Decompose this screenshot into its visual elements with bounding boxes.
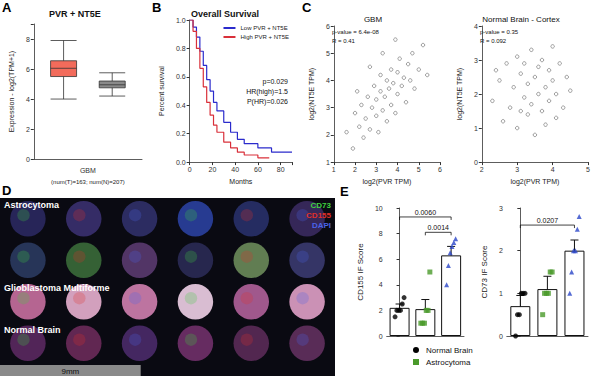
svg-text:log2(NT5E TPM): log2(NT5E TPM) — [456, 68, 464, 120]
html-text:Normal Brain: Normal Brain — [426, 345, 473, 355]
svg-text:1: 1 — [326, 159, 330, 166]
svg-text:0: 0 — [499, 333, 503, 340]
svg-text:0.0014: 0.0014 — [428, 224, 450, 231]
svg-text:HR(high)=1.5: HR(high)=1.5 — [246, 88, 288, 96]
svg-text:6: 6 — [326, 23, 330, 30]
svg-text:4: 4 — [379, 281, 383, 288]
svg-text:Normal Brain - Cortex: Normal Brain - Cortex — [482, 15, 559, 24]
svg-text:DAPI: DAPI — [312, 221, 331, 230]
svg-text:1.0: 1.0 — [176, 17, 186, 24]
svg-text:3: 3 — [374, 166, 378, 173]
svg-text:0.0060: 0.0060 — [415, 209, 437, 216]
svg-text:4: 4 — [326, 77, 330, 84]
svg-text:4: 4 — [474, 23, 478, 30]
svg-text:20: 20 — [208, 166, 216, 173]
html-text:Astrocytoma: Astrocytoma — [426, 357, 471, 367]
svg-text:80: 80 — [277, 166, 285, 173]
svg-text:0.4: 0.4 — [176, 102, 186, 109]
svg-text:4: 4 — [26, 96, 30, 103]
svg-text:Glioblastoma Multiforme: Glioblastoma Multiforme — [4, 283, 110, 293]
svg-text:Overall Survival: Overall Survival — [191, 9, 259, 19]
svg-text:R = 0.41: R = 0.41 — [332, 38, 356, 44]
svg-text:GBM: GBM — [80, 167, 96, 174]
html-text:A: A — [2, 0, 12, 15]
svg-text:log2(NT5E TPM): log2(NT5E TPM) — [308, 68, 316, 120]
svg-text:1: 1 — [332, 166, 336, 173]
svg-text:5: 5 — [417, 166, 421, 173]
svg-text:CD73: CD73 — [311, 201, 332, 210]
html-text:B: B — [152, 0, 162, 15]
svg-text:0.6: 0.6 — [176, 73, 186, 80]
svg-text:0: 0 — [188, 166, 192, 173]
svg-text:PVR + NT5E: PVR + NT5E — [49, 9, 101, 19]
svg-text:P(HR)=0.026: P(HR)=0.026 — [247, 98, 288, 106]
svg-text:1: 1 — [499, 290, 503, 297]
svg-text:8: 8 — [26, 36, 30, 43]
svg-text:2: 2 — [499, 247, 503, 254]
svg-text:(num(T)=163; num(N)=207): (num(T)=163; num(N)=207) — [51, 179, 125, 185]
svg-text:0.8: 0.8 — [176, 45, 186, 52]
svg-text:6: 6 — [438, 166, 442, 173]
svg-text:8: 8 — [379, 230, 383, 237]
svg-text:5: 5 — [586, 166, 590, 173]
svg-text:Normal Brain: Normal Brain — [4, 325, 61, 335]
svg-text:2: 2 — [474, 91, 478, 98]
html-text:C: C — [302, 0, 312, 15]
svg-text:p=0.029: p=0.029 — [263, 78, 289, 86]
svg-text:6: 6 — [379, 256, 383, 263]
svg-text:Expression - log2(TPM+1): Expression - log2(TPM+1) — [8, 51, 16, 133]
svg-text:2: 2 — [353, 166, 357, 173]
svg-text:5: 5 — [326, 50, 330, 57]
svg-text:10: 10 — [375, 205, 383, 212]
svg-text:0.0207: 0.0207 — [537, 217, 559, 224]
svg-text:p-value = 0.35: p-value = 0.35 — [480, 29, 519, 35]
svg-text:0: 0 — [379, 333, 383, 340]
svg-text:6: 6 — [26, 66, 30, 73]
svg-text:Low PVR + NT5E: Low PVR + NT5E — [240, 25, 287, 31]
svg-text:0.2: 0.2 — [176, 130, 186, 137]
svg-text:Astrocytoma: Astrocytoma — [4, 200, 60, 210]
svg-text:log2(PVR TPM): log2(PVR TPM) — [362, 178, 411, 186]
svg-text:3: 3 — [499, 205, 503, 212]
svg-text:Percent survival: Percent survival — [158, 66, 165, 116]
svg-text:2: 2 — [379, 307, 383, 314]
svg-text:60: 60 — [254, 166, 262, 173]
svg-text:0.0: 0.0 — [176, 159, 186, 166]
svg-text:3: 3 — [474, 57, 478, 64]
svg-text:p-value = 6.4e-08: p-value = 6.4e-08 — [332, 29, 380, 35]
svg-text:9mm: 9mm — [61, 367, 79, 376]
svg-text:3: 3 — [326, 104, 330, 111]
svg-text:High PVR + NT5E: High PVR + NT5E — [240, 34, 289, 40]
svg-text:CD155 IF Score: CD155 IF Score — [356, 243, 365, 301]
svg-text:1: 1 — [474, 125, 478, 132]
svg-text:Months: Months — [229, 178, 252, 185]
svg-text:0: 0 — [26, 156, 30, 163]
svg-text:CD155: CD155 — [306, 211, 331, 220]
svg-text:3: 3 — [515, 166, 519, 173]
svg-text:4: 4 — [551, 166, 555, 173]
svg-text:log2(PVR TPM): log2(PVR TPM) — [510, 178, 559, 186]
svg-text:40: 40 — [231, 166, 239, 173]
svg-text:4: 4 — [396, 166, 400, 173]
svg-text:2: 2 — [480, 166, 484, 173]
svg-text:CD73 IF Score: CD73 IF Score — [480, 245, 489, 298]
html-text:E: E — [340, 184, 349, 199]
svg-text:0: 0 — [474, 159, 478, 166]
svg-text:R = 0.092: R = 0.092 — [480, 38, 507, 44]
svg-text:2: 2 — [326, 131, 330, 138]
html-text:D: D — [2, 183, 12, 198]
svg-text:GBM: GBM — [364, 15, 383, 24]
svg-text:2: 2 — [26, 126, 30, 133]
